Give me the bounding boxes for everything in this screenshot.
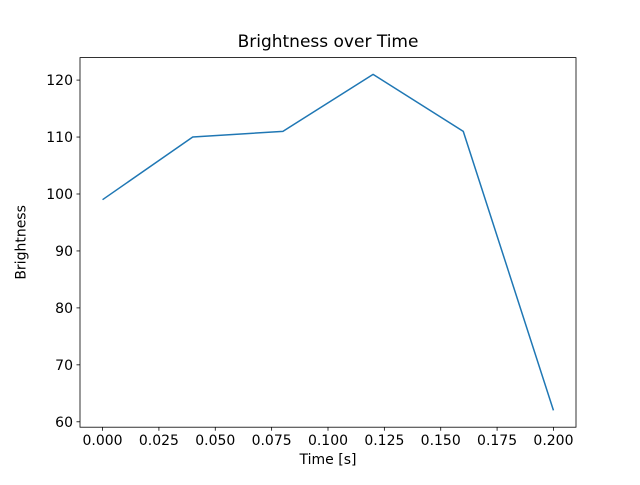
x-tick-label: 0.000 (82, 433, 122, 449)
y-tick-label: 90 (55, 244, 73, 260)
y-tick-label: 80 (55, 301, 73, 317)
x-tick-label: 0.200 (533, 433, 573, 449)
y-tick-label: 120 (46, 73, 73, 89)
chart-title: Brightness over Time (238, 32, 419, 52)
y-tick-label: 70 (55, 358, 73, 374)
plot-area: 0.000 0.025 0.050 0.075 0.100 0.125 0.150 0.175… (46, 57, 577, 449)
x-tick-label: 0.075 (252, 433, 292, 449)
y-axis-label: Brightness (14, 205, 30, 280)
y-tick-label: 100 (46, 187, 73, 203)
x-tick-label: 0.125 (364, 433, 404, 449)
x-tick-label: 0.025 (139, 433, 179, 449)
y-tick-label: 60 (55, 415, 73, 431)
x-tick-label: 0.150 (421, 433, 461, 449)
y-tick-label: 110 (46, 130, 73, 146)
x-axis-label: Time [s] (299, 452, 357, 468)
x-tick-label: 0.050 (195, 433, 235, 449)
x-tick-label: 0.100 (308, 433, 348, 449)
axes-box (79, 57, 577, 428)
x-tick-label: 0.175 (477, 433, 517, 449)
data-line (102, 73, 555, 411)
